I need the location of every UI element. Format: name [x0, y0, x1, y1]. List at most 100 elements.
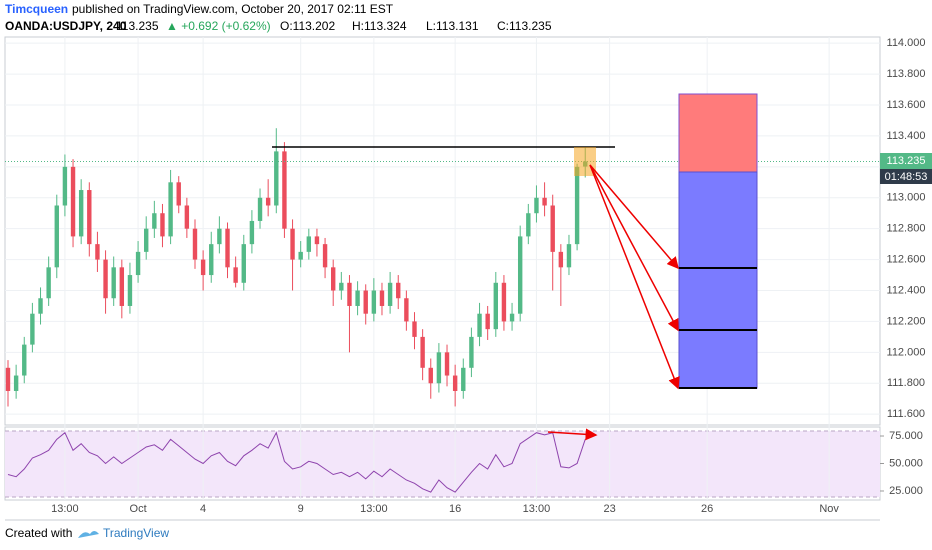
candle-body — [355, 290, 360, 306]
candle-body — [526, 213, 531, 237]
candle-body — [233, 267, 238, 283]
y2-tick-label: 25.000 — [889, 485, 923, 497]
y-tick-label: 113.000 — [887, 192, 926, 204]
y-tick-label: 112.200 — [887, 315, 926, 327]
y-tick-label: 113.800 — [887, 68, 926, 80]
candle-body — [144, 228, 149, 252]
y-tick-label: 112.800 — [887, 223, 926, 235]
candle-body — [574, 166, 580, 245]
candle-body — [298, 251, 303, 260]
candle-body — [428, 367, 433, 384]
candle-body — [46, 267, 51, 299]
candle-body — [119, 267, 125, 306]
candle-body — [290, 228, 295, 260]
last-price: 113.235 — [116, 19, 159, 33]
price-badge — [880, 153, 932, 169]
y-tick-label: 112.600 — [887, 254, 926, 266]
candle-body — [5, 367, 11, 391]
candle-body — [420, 336, 425, 368]
y-tick-label: 111.600 — [887, 408, 925, 420]
candle-body — [396, 282, 401, 299]
candle-body — [257, 197, 263, 221]
candle-body — [217, 228, 222, 245]
candle-body — [87, 190, 92, 245]
countdown-badge — [880, 169, 932, 184]
candle-body — [225, 228, 230, 268]
x-tick-label: 13:00 — [360, 503, 388, 515]
countdown: 01:48:53 — [885, 171, 928, 183]
candle-body — [274, 151, 279, 206]
candle-body — [558, 251, 564, 268]
price-badge-text: 113.235 — [887, 155, 926, 167]
candle-body — [542, 197, 547, 206]
y-tick-label: 113.400 — [887, 130, 926, 142]
low: L:113.131 — [426, 19, 479, 33]
candle-body — [412, 321, 417, 337]
candle-body — [176, 182, 181, 206]
candle-body — [192, 228, 198, 260]
candle-body — [493, 282, 498, 330]
candle-body — [22, 344, 27, 376]
candle-body — [501, 282, 507, 322]
candle-body — [371, 290, 377, 314]
candle-body — [241, 244, 246, 283]
candle-body — [135, 251, 141, 276]
change: ▲ +0.692 (+0.62%) — [166, 19, 271, 33]
candle-body — [127, 275, 133, 306]
candle-body — [265, 197, 271, 206]
candle-body — [452, 375, 458, 391]
candle-body — [550, 205, 555, 252]
candle-body — [168, 182, 173, 237]
candle-body — [485, 313, 490, 330]
x-tick-label: 4 — [200, 503, 206, 515]
candle-body — [30, 313, 35, 345]
candle-body — [70, 166, 76, 237]
candle-body — [306, 236, 312, 252]
candle-body — [404, 298, 409, 322]
stop-zone — [678, 93, 758, 173]
open: O:113.202 — [280, 19, 335, 33]
candle-body — [322, 244, 328, 268]
highlight-box — [574, 147, 596, 176]
candle-body — [111, 267, 116, 299]
candle-body — [152, 213, 157, 229]
y2-tick-label: 75.000 — [889, 430, 923, 442]
y2-tick-label: 50.000 — [889, 457, 923, 469]
candle-body — [477, 313, 482, 337]
candle-body — [534, 197, 539, 214]
candle-body — [509, 313, 515, 322]
candle-body — [314, 236, 320, 245]
candle-body — [331, 267, 336, 291]
candle-body — [363, 290, 368, 314]
published: published on TradingView.com, October 20… — [72, 2, 394, 16]
candle-body — [200, 259, 206, 276]
x-tick-label: 16 — [449, 503, 461, 515]
price-pane — [4, 36, 881, 426]
created-with: Created with — [5, 526, 72, 540]
brand[interactable]: TradingView — [103, 526, 169, 540]
candle-body — [566, 244, 572, 268]
x-tick-label: 9 — [298, 503, 304, 515]
candle-body — [38, 298, 43, 314]
candle-body — [249, 220, 255, 245]
candle-body — [13, 375, 19, 391]
rsi-line — [7, 431, 586, 493]
author[interactable]: Timcqueen — [5, 2, 68, 16]
x-tick-label: 26 — [701, 503, 713, 515]
candle-body — [62, 166, 68, 206]
x-tick-label: Nov — [819, 503, 839, 515]
candle-body — [461, 367, 466, 391]
candle-body — [54, 205, 59, 268]
x-tick-label: 13:00 — [523, 503, 551, 515]
candle-body — [282, 151, 287, 229]
candle-body — [347, 282, 352, 306]
symbol: OANDA:USDJPY, 240 — [5, 19, 127, 33]
x-tick-label: 23 — [603, 503, 615, 515]
arrows — [547, 164, 680, 441]
y-tick-label: 114.000 — [887, 37, 926, 49]
rsi-band — [5, 431, 880, 497]
y-tick-label: 112.400 — [887, 284, 926, 296]
candle-body — [387, 282, 393, 306]
y-tick-label: 113.600 — [887, 99, 926, 111]
